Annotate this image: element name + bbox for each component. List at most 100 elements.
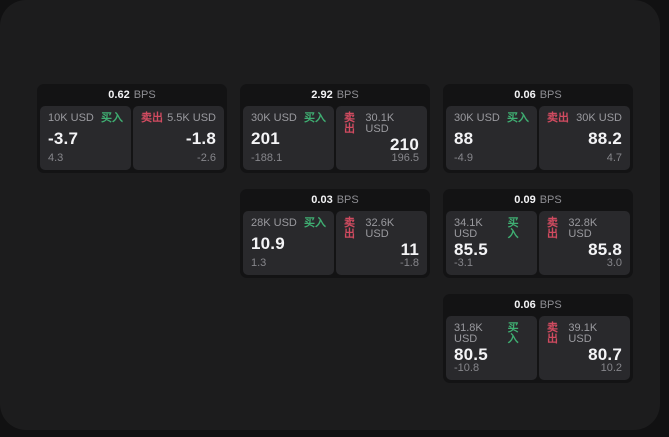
sell-tile-top: 卖出 32.8K USD (547, 218, 622, 240)
spread-header: 0.06 BPS (446, 294, 630, 316)
buy-tile-top: 30K USD 买入 (251, 113, 326, 124)
buy-sub-value: -10.8 (454, 362, 480, 374)
buy-tile[interactable]: 34.1K USD 买入 85.5 -3.1 (446, 211, 537, 275)
sell-tile[interactable]: 卖出 30K USD 88.2 4.7 (539, 106, 630, 170)
buy-amount: 10K USD (48, 112, 94, 124)
buy-tile-top: 34.1K USD 买入 (454, 218, 529, 240)
quote-card-body: 10K USD 买入 -3.7 4.3 卖出 5.5K USD -1.8 -2.… (40, 106, 224, 170)
quote-card-body: 31.8K USD 买入 80.5 -10.8 卖出 39.1K USD 80.… (446, 316, 630, 380)
spread-value: 2.92 (311, 89, 333, 101)
bps-unit-label: BPS (336, 89, 359, 101)
trading-dashboard-panel: 0.62 BPS 10K USD 买入 -3.7 4.3 卖出 5.5K USD (0, 0, 660, 430)
quote-card-body: 34.1K USD 买入 85.5 -3.1 卖出 32.8K USD 85.8… (446, 211, 630, 275)
spread-value: 0.03 (311, 194, 333, 206)
buy-side-label: 买入 (507, 112, 529, 124)
sell-amount: 32.6K USD (365, 217, 395, 240)
sell-side-label: 卖出 (547, 217, 558, 240)
quote-card: 2.92 BPS 30K USD 买入 201 -188.1 卖出 30.1K … (240, 84, 430, 173)
sell-tile[interactable]: 卖出 30.1K USD 210 196.5 (336, 106, 427, 170)
buy-price: -3.7 (48, 129, 79, 148)
sell-sub-value: 4.7 (606, 152, 622, 164)
sell-amount: 30K USD (576, 112, 622, 124)
buy-tile-top: 30K USD 买入 (454, 113, 529, 124)
sell-sub-value: 10.2 (600, 362, 622, 374)
sell-amount: 30.1K USD (365, 112, 395, 135)
buy-price: 201 (251, 129, 280, 148)
sell-side-label: 卖出 (344, 112, 355, 135)
sell-amount: 5.5K USD (167, 112, 216, 124)
buy-amount: 28K USD (251, 217, 297, 229)
buy-side-label: 买入 (507, 217, 519, 240)
sell-side-label: 卖出 (141, 112, 163, 124)
buy-tile[interactable]: 30K USD 买入 201 -188.1 (243, 106, 334, 170)
bps-unit-label: BPS (539, 89, 562, 101)
sell-amount: 39.1K USD (568, 322, 598, 345)
sell-price: 80.7 (588, 344, 622, 364)
buy-amount: 30K USD (454, 112, 500, 124)
sell-tile-top: 卖出 5.5K USD (141, 113, 216, 124)
sell-sub-value: 196.5 (391, 152, 419, 164)
buy-side-label: 买入 (507, 322, 519, 345)
buy-side-label: 买入 (304, 112, 326, 124)
buy-price: 10.9 (251, 234, 285, 253)
quote-card: 0.09 BPS 34.1K USD 买入 85.5 -3.1 卖出 32.8K… (443, 189, 633, 278)
spread-header: 0.09 BPS (446, 189, 630, 211)
buy-price: 88 (454, 129, 474, 148)
buy-tile[interactable]: 30K USD 买入 88 -4.9 (446, 106, 537, 170)
sell-sub-value: 3.0 (606, 257, 622, 269)
quote-card: 0.03 BPS 28K USD 买入 10.9 1.3 卖出 32.6K US… (240, 189, 430, 278)
buy-price: 85.5 (454, 239, 488, 259)
buy-tile[interactable]: 28K USD 买入 10.9 1.3 (243, 211, 334, 275)
buy-side-label: 买入 (101, 112, 123, 124)
quote-cards-grid: 0.62 BPS 10K USD 买入 -3.7 4.3 卖出 5.5K USD (37, 84, 633, 383)
buy-tile-top: 28K USD 买入 (251, 218, 326, 229)
buy-tile-top: 10K USD 买入 (48, 113, 123, 124)
bps-unit-label: BPS (539, 194, 562, 206)
spread-value: 0.06 (514, 299, 536, 311)
buy-tile[interactable]: 10K USD 买入 -3.7 4.3 (40, 106, 131, 170)
sell-tile-top: 卖出 30.1K USD (344, 113, 419, 135)
buy-price: 80.5 (454, 344, 488, 364)
buy-sub-value: -3.1 (454, 257, 473, 269)
sell-price: 88.2 (588, 129, 622, 148)
sell-tile-top: 卖出 30K USD (547, 113, 622, 124)
spread-value: 0.62 (108, 89, 130, 101)
spread-header: 0.03 BPS (243, 189, 427, 211)
quote-card: 0.06 BPS 30K USD 买入 88 -4.9 卖出 30K USD (443, 84, 633, 173)
sell-sub-value: -1.8 (400, 257, 419, 269)
sell-tile[interactable]: 卖出 32.6K USD 11 -1.8 (336, 211, 427, 275)
spread-value: 0.09 (514, 194, 536, 206)
spread-value: 0.06 (514, 89, 536, 101)
sell-tile[interactable]: 卖出 39.1K USD 80.7 10.2 (539, 316, 630, 380)
buy-amount: 31.8K USD (454, 322, 483, 345)
buy-side-label: 买入 (304, 217, 326, 229)
spread-header: 0.06 BPS (446, 84, 630, 106)
sell-price: 210 (390, 134, 419, 154)
quote-card: 0.62 BPS 10K USD 买入 -3.7 4.3 卖出 5.5K USD (37, 84, 227, 173)
quote-card-body: 28K USD 买入 10.9 1.3 卖出 32.6K USD 11 -1.8 (243, 211, 427, 275)
sell-side-label: 卖出 (547, 322, 558, 345)
sell-amount: 32.8K USD (568, 217, 598, 240)
sell-tile-top: 卖出 32.6K USD (344, 218, 419, 240)
sell-sub-value: -2.6 (197, 152, 216, 164)
quote-card-body: 30K USD 买入 88 -4.9 卖出 30K USD 88.2 4.7 (446, 106, 630, 170)
sell-side-label: 卖出 (344, 217, 355, 240)
sell-tile-top: 卖出 39.1K USD (547, 323, 622, 345)
buy-sub-value: -4.9 (454, 152, 473, 164)
buy-tile[interactable]: 31.8K USD 买入 80.5 -10.8 (446, 316, 537, 380)
sell-tile[interactable]: 卖出 32.8K USD 85.8 3.0 (539, 211, 630, 275)
quote-card: 0.06 BPS 31.8K USD 买入 80.5 -10.8 卖出 39.1… (443, 294, 633, 383)
buy-amount: 34.1K USD (454, 217, 483, 240)
bps-unit-label: BPS (133, 89, 156, 101)
sell-price: 85.8 (588, 239, 622, 259)
buy-sub-value: 4.3 (48, 152, 64, 164)
buy-amount: 30K USD (251, 112, 297, 124)
sell-price: 11 (400, 239, 419, 259)
bps-unit-label: BPS (539, 299, 562, 311)
bps-unit-label: BPS (336, 194, 359, 206)
buy-sub-value: -188.1 (251, 152, 283, 164)
spread-header: 2.92 BPS (243, 84, 427, 106)
buy-tile-top: 31.8K USD 买入 (454, 323, 529, 345)
sell-price: -1.8 (185, 129, 216, 148)
sell-tile[interactable]: 卖出 5.5K USD -1.8 -2.6 (133, 106, 224, 170)
